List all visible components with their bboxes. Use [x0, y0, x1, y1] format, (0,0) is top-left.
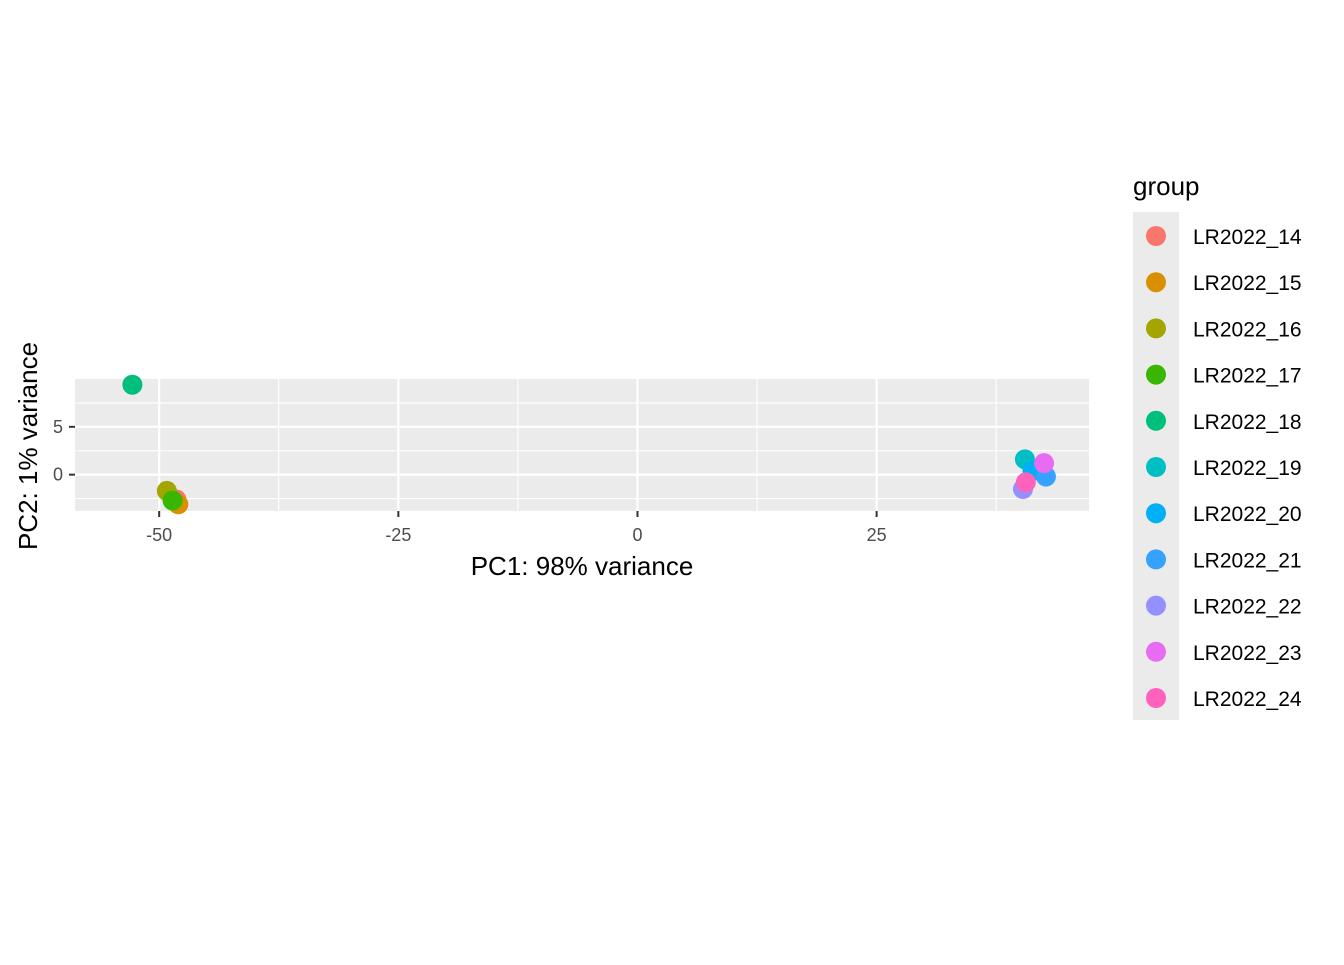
legend-key-lr2022-17: [1146, 364, 1166, 385]
legend-key-lr2022-14: [1146, 226, 1166, 246]
data-point-lr2022-23: [1034, 453, 1055, 474]
plot-panel: [75, 379, 1089, 511]
legend-label: LR2022_16: [1193, 318, 1302, 341]
y-tick-label: 0: [53, 465, 63, 485]
legend-label: LR2022_14: [1193, 226, 1302, 249]
x-tick-label: -50: [146, 525, 172, 545]
legend-label: LR2022_20: [1193, 503, 1302, 526]
legend-label: LR2022_19: [1193, 457, 1302, 480]
data-points: [122, 374, 1056, 515]
legend-key-lr2022-19: [1146, 457, 1166, 477]
legend-label: LR2022_15: [1193, 272, 1302, 295]
x-tick-label: 25: [867, 525, 887, 545]
data-point-lr2022-18: [122, 374, 143, 395]
data-point-lr2022-24: [1015, 472, 1036, 493]
y-tick-label: 5: [53, 417, 63, 437]
legend-key-lr2022-18: [1146, 410, 1166, 431]
legend-items: LR2022_14 LR2022_15 LR2022_16 LR2022_17 LR20…: [1146, 226, 1302, 711]
legend-key-lr2022-16: [1146, 318, 1166, 339]
legend-key-lr2022-15: [1146, 272, 1166, 293]
legend-label: LR2022_23: [1193, 642, 1302, 665]
legend-label: LR2022_22: [1193, 596, 1302, 619]
legend-key-lr2022-20: [1146, 503, 1166, 524]
axes: -50 -25 0 25 0 5: [53, 417, 887, 545]
legend-label: LR2022_21: [1193, 549, 1302, 572]
legend-key-lr2022-21: [1146, 549, 1166, 570]
legend-label: LR2022_17: [1193, 365, 1302, 388]
legend-key-lr2022-22: [1146, 595, 1166, 616]
legend-label: LR2022_24: [1193, 688, 1302, 711]
grid-lines: [75, 379, 1089, 511]
x-tick-label: -25: [385, 525, 411, 545]
x-tick-label: 0: [632, 525, 642, 545]
legend-label: LR2022_18: [1193, 411, 1302, 434]
legend: group LR2022_14LR2022_15LR2022_16LR2022_…: [1133, 171, 1302, 720]
data-point-lr2022-17: [162, 490, 183, 511]
x-axis-title: PC1: 98% variance: [471, 551, 694, 581]
legend-title: group: [1133, 171, 1200, 201]
legend-key-lr2022-24: [1146, 688, 1166, 708]
y-axis-title: PC2: 1% variance: [13, 342, 43, 550]
legend-key-lr2022-23: [1146, 641, 1166, 662]
